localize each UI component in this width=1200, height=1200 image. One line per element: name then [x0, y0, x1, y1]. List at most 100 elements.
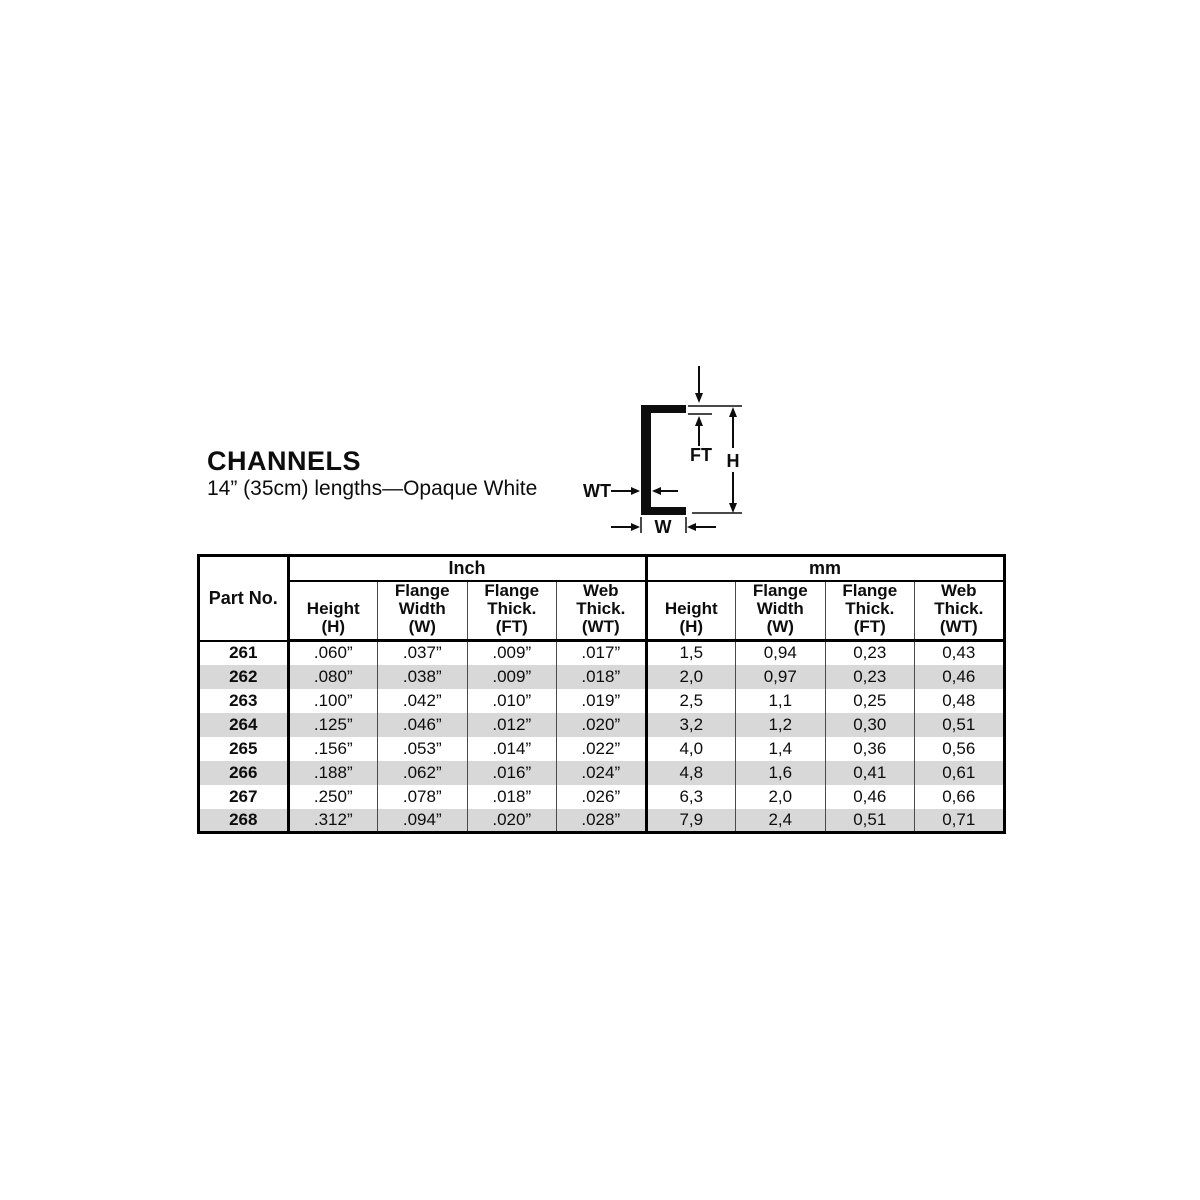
col-header-mm-height: Height (H)	[644, 581, 736, 642]
cell-inch-flange-thick: .016”	[466, 760, 557, 785]
web-thickness-arrow-right	[611, 487, 640, 495]
col-header-line: Width	[756, 599, 804, 618]
col-header-mm-flange-width: Flange Width (W)	[735, 581, 826, 642]
cell-inch-height: .156”	[286, 736, 378, 761]
col-header-inch-flange-width: Flange Width (W)	[377, 581, 467, 642]
cell-inch-height: .312”	[286, 808, 378, 833]
cell-mm-web-thick: 0,61	[914, 760, 1005, 785]
col-header-line: (WT)	[581, 617, 620, 636]
channel-profile-shape	[641, 405, 686, 515]
table-row: 265 .156” .053” .014” .022” 4,0 1,4 0,36…	[199, 736, 1005, 761]
cell-mm-flange-thick: 0,46	[824, 784, 915, 809]
cell-inch-flange-thick: .020”	[466, 808, 557, 833]
col-header-line: Web	[940, 581, 977, 600]
cell-mm-web-thick: 0,56	[914, 736, 1005, 761]
cell-part-no: 262	[229, 666, 258, 686]
col-header-mm-web-thick: Web Thick. (WT)	[914, 581, 1005, 642]
cell-inch-height: .250”	[286, 784, 378, 809]
width-label: W	[655, 517, 672, 537]
col-header-line: (W)	[766, 617, 794, 636]
cell-mm-flange-thick: 0,25	[824, 688, 915, 713]
flange-thickness-arrow-down	[695, 366, 703, 403]
cell-mm-flange-width: 1,2	[735, 712, 826, 737]
channel-cross-section-diagram: FT H WT W	[583, 366, 742, 537]
cell-mm-flange-width: 0,97	[735, 664, 826, 689]
col-header-line: (FT)	[495, 617, 528, 636]
cell-inch-flange-width: .078”	[377, 784, 467, 809]
cell-inch-flange-width: .094”	[377, 808, 467, 833]
cell-part-no: 266	[229, 762, 258, 782]
cell-part-no: 264	[229, 714, 258, 734]
table-row: 264 .125” .046” .012” .020” 3,2 1,2 0,30…	[198, 712, 1005, 737]
cell-mm-flange-thick: 0,41	[824, 760, 915, 785]
col-header-line: (W)	[408, 617, 436, 636]
cell-mm-height: 4,0	[644, 736, 736, 761]
flange-thickness-arrow-up	[695, 416, 703, 446]
cell-part-no: 261	[229, 643, 258, 662]
height-label: H	[727, 451, 740, 471]
flange-thickness-label: FT	[690, 445, 712, 465]
col-header-inch-height: Height (H)	[286, 581, 378, 642]
cell-inch-height: .080”	[286, 664, 378, 689]
height-dimension-arrow	[729, 407, 737, 513]
col-header-line: (H)	[679, 617, 704, 636]
cell-inch-web-thick: .017”	[556, 640, 647, 665]
cell-inch-flange-thick: .014”	[466, 736, 557, 761]
cell-inch-flange-thick: .012”	[466, 712, 557, 737]
width-arrow-left	[687, 523, 716, 531]
cell-mm-height: 2,0	[644, 664, 736, 689]
cell-mm-web-thick: 0,48	[914, 688, 1005, 713]
cell-inch-web-thick: .026”	[556, 784, 647, 809]
col-header-line: (H)	[321, 617, 346, 636]
table-row: 268 .312” .094” .020” .028” 7,9 2,4 0,51…	[198, 808, 1005, 833]
cell-mm-flange-thick: 0,23	[824, 664, 915, 689]
cell-mm-flange-width: 0,94	[735, 640, 826, 665]
cell-inch-flange-width: .038”	[377, 664, 467, 689]
cell-mm-flange-thick: 0,30	[824, 712, 915, 737]
table-row: 261 .060” .037” .009” .017” 1,5 0,94 0,2…	[199, 640, 1005, 665]
col-header-line: Thick.	[845, 599, 895, 618]
col-header-line: Flange	[752, 581, 808, 600]
cell-part-no: 268	[229, 809, 258, 829]
col-header-line: Flange	[394, 581, 450, 600]
width-arrow-right	[611, 523, 640, 531]
cell-mm-height: 7,9	[644, 808, 736, 833]
table-row: 266 .188” .062” .016” .024” 4,8 1,6 0,41…	[198, 760, 1005, 785]
page-title: CHANNELS	[207, 446, 362, 476]
col-header-line: Thick.	[934, 599, 984, 618]
cell-mm-height: 4,8	[644, 760, 736, 785]
cell-mm-flange-width: 2,4	[735, 808, 826, 833]
cell-inch-flange-thick: .009”	[466, 664, 557, 689]
col-header-line: Width	[398, 599, 446, 618]
cell-mm-web-thick: 0,43	[914, 640, 1005, 665]
col-header-line: (FT)	[853, 617, 886, 636]
cell-part-no: 263	[229, 690, 258, 710]
web-thickness-arrow-left	[652, 487, 678, 495]
cell-inch-web-thick: .019”	[556, 688, 647, 713]
cell-mm-flange-thick: 0,51	[824, 808, 915, 833]
table-row: 267 .250” .078” .018” .026” 6,3 2,0 0,46…	[199, 784, 1005, 809]
spec-table-container: Part No. Inch mm Height (H) Flange Width (W…	[197, 554, 1006, 834]
cell-inch-flange-width: .046”	[377, 712, 467, 737]
web-thickness-label: WT	[583, 481, 611, 501]
col-header-line: (WT)	[939, 617, 978, 636]
cell-mm-flange-width: 1,1	[735, 688, 826, 713]
col-header-line: Thick.	[487, 599, 537, 618]
cell-inch-flange-thick: .009”	[466, 640, 557, 665]
cell-mm-height: 1,5	[644, 640, 736, 665]
cell-inch-height: .100”	[286, 688, 378, 713]
part-no-header: Part No.	[198, 555, 288, 642]
col-header-mm-flange-thick: Flange Thick. (FT)	[824, 581, 915, 642]
unit-group-inch: Inch	[286, 555, 647, 582]
cell-inch-flange-width: .042”	[377, 688, 467, 713]
cell-mm-flange-width: 2,0	[735, 784, 826, 809]
cell-inch-flange-thick: .018”	[466, 784, 557, 809]
col-header-line: Thick.	[576, 599, 626, 618]
cell-mm-height: 6,3	[644, 784, 736, 809]
col-header-inch-flange-thick: Flange Thick. (FT)	[466, 581, 557, 642]
channels-spec-table: Part No. Inch mm Height (H) Flange Width (W…	[197, 554, 1006, 834]
cell-inch-height: .188”	[286, 760, 378, 785]
cell-mm-web-thick: 0,46	[914, 664, 1005, 689]
cell-inch-web-thick: .024”	[556, 760, 647, 785]
